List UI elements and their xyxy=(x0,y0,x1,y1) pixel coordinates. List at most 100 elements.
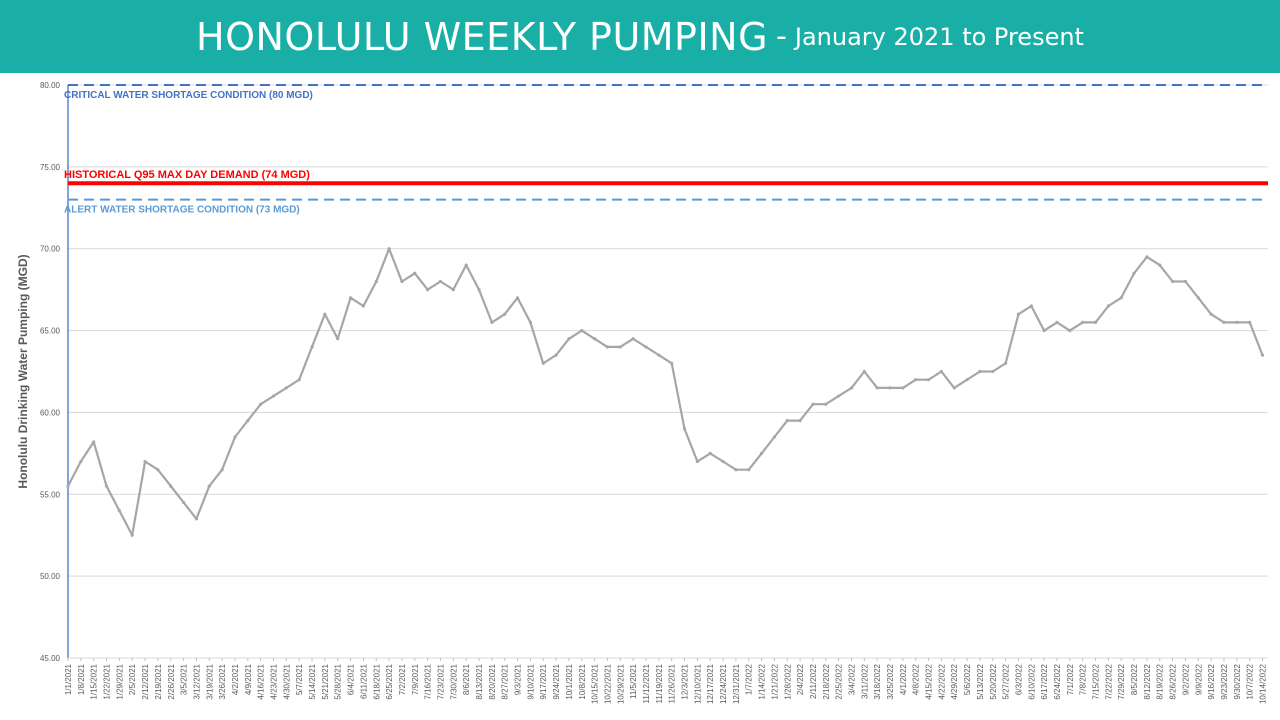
x-tick-label: 9/9/2022 xyxy=(1194,663,1203,695)
y-tick-label: 50.00 xyxy=(40,572,61,581)
data-point xyxy=(772,435,777,439)
data-point xyxy=(1248,320,1252,324)
x-tick-label: 5/6/2022 xyxy=(963,663,972,695)
data-point xyxy=(464,263,468,267)
data-point xyxy=(259,402,263,406)
data-point xyxy=(1209,312,1213,316)
data-point xyxy=(580,328,584,333)
x-tick-label: 5/28/2021 xyxy=(334,663,343,699)
data-point xyxy=(670,361,674,365)
x-tick-label: 5/7/2021 xyxy=(295,663,304,695)
x-tick-label: 10/8/2021 xyxy=(578,663,587,699)
x-tick-label: 7/9/2021 xyxy=(411,663,420,695)
data-point xyxy=(1158,263,1162,267)
data-point xyxy=(490,320,494,324)
x-tick-label: 2/4/2022 xyxy=(796,663,805,695)
data-point xyxy=(104,484,109,488)
data-point xyxy=(901,386,905,390)
data-point xyxy=(888,386,892,390)
data-point xyxy=(1029,304,1033,308)
data-point xyxy=(451,288,455,292)
x-tick-label: 6/18/2021 xyxy=(372,663,381,699)
data-point xyxy=(541,361,545,365)
data-point xyxy=(515,296,520,300)
x-tick-label: 3/5/2021 xyxy=(180,663,189,695)
data-point xyxy=(849,386,854,390)
x-tick-label: 7/15/2022 xyxy=(1092,663,1101,699)
x-tick-label: 9/3/2021 xyxy=(514,663,523,695)
data-point xyxy=(695,459,699,464)
x-tick-label: 1/7/2022 xyxy=(745,663,754,695)
x-tick-label: 4/29/2022 xyxy=(950,663,959,699)
x-tick-label: 9/17/2021 xyxy=(539,663,548,699)
y-tick-label: 70.00 xyxy=(40,245,61,254)
y-tick-label: 45.00 xyxy=(40,654,61,663)
x-tick-label: 10/29/2021 xyxy=(616,663,625,704)
x-tick-label: 4/15/2022 xyxy=(925,663,934,699)
x-tick-label: 7/16/2021 xyxy=(424,663,433,699)
data-point xyxy=(1183,279,1188,284)
data-point xyxy=(618,345,622,349)
data-point xyxy=(978,369,982,374)
data-point xyxy=(477,288,481,292)
x-tick-label: 5/13/2022 xyxy=(976,663,985,699)
data-point xyxy=(1119,296,1123,300)
x-tick-label: 2/26/2021 xyxy=(167,663,176,699)
data-point xyxy=(811,402,815,406)
data-point xyxy=(721,459,725,464)
x-tick-label: 1/15/2021 xyxy=(90,663,99,699)
x-tick-label: 3/25/2022 xyxy=(886,663,895,699)
x-tick-label: 11/12/2021 xyxy=(642,663,651,703)
data-point xyxy=(246,419,250,423)
reference-line-label: CRITICAL WATER SHORTAGE CONDITION (80 MG… xyxy=(64,90,313,101)
data-point xyxy=(233,435,237,439)
x-tick-label: 6/24/2022 xyxy=(1053,663,1062,699)
x-tick-label: 2/12/2021 xyxy=(141,663,150,699)
x-tick-label: 4/1/2022 xyxy=(899,663,908,695)
data-point xyxy=(284,386,288,390)
title-banner: HONOLULU WEEKLY PUMPING - January 2021 t… xyxy=(0,0,1280,73)
x-tick-label: 3/26/2021 xyxy=(218,663,227,699)
x-tick-label: 11/5/2021 xyxy=(629,663,638,699)
data-point xyxy=(939,369,943,374)
x-tick-label: 1/28/2022 xyxy=(783,663,792,699)
x-tick-label: 4/23/2021 xyxy=(270,663,279,699)
y-axis-title: Honolulu Drinking Water Pumping (MGD) xyxy=(16,254,30,488)
data-point xyxy=(323,312,327,316)
x-tick-label: 4/22/2022 xyxy=(937,663,946,699)
y-tick-label: 75.00 xyxy=(40,163,61,172)
x-tick-label: 10/14/2022 xyxy=(1258,663,1267,704)
data-point xyxy=(657,353,661,357)
data-point xyxy=(1068,328,1072,333)
data-point xyxy=(914,378,918,382)
x-tick-label: 1/21/2022 xyxy=(770,663,779,699)
data-point xyxy=(220,468,224,472)
data-point xyxy=(1145,255,1149,259)
x-tick-label: 9/24/2021 xyxy=(552,663,561,699)
data-point xyxy=(1235,320,1239,324)
x-tick-label: 8/19/2022 xyxy=(1156,663,1165,699)
title-separator: - xyxy=(776,19,787,54)
page-title: HONOLULU WEEKLY PUMPING xyxy=(196,14,769,59)
x-tick-label: 10/1/2021 xyxy=(565,663,574,699)
data-point xyxy=(1196,296,1200,300)
data-point xyxy=(1093,320,1098,324)
x-tick-label: 4/16/2021 xyxy=(257,663,266,699)
data-point xyxy=(824,402,828,406)
data-point xyxy=(117,509,121,513)
x-tick-label: 10/15/2021 xyxy=(591,663,600,704)
x-tick-label: 2/25/2022 xyxy=(835,663,844,699)
x-tick-label: 9/10/2021 xyxy=(526,663,535,699)
data-point xyxy=(438,279,443,284)
data-point xyxy=(310,345,314,349)
data-point xyxy=(503,312,507,316)
x-tick-label: 12/10/2021 xyxy=(693,663,702,704)
x-tick-label: 12/17/2021 xyxy=(706,663,715,704)
data-point xyxy=(400,279,404,284)
y-tick-label: 65.00 xyxy=(40,327,61,336)
x-tick-label: 6/11/2021 xyxy=(359,663,368,699)
data-point xyxy=(66,484,70,488)
x-tick-label: 12/3/2021 xyxy=(681,663,690,699)
data-point xyxy=(130,533,134,537)
x-tick-label: 7/8/2022 xyxy=(1079,663,1088,695)
